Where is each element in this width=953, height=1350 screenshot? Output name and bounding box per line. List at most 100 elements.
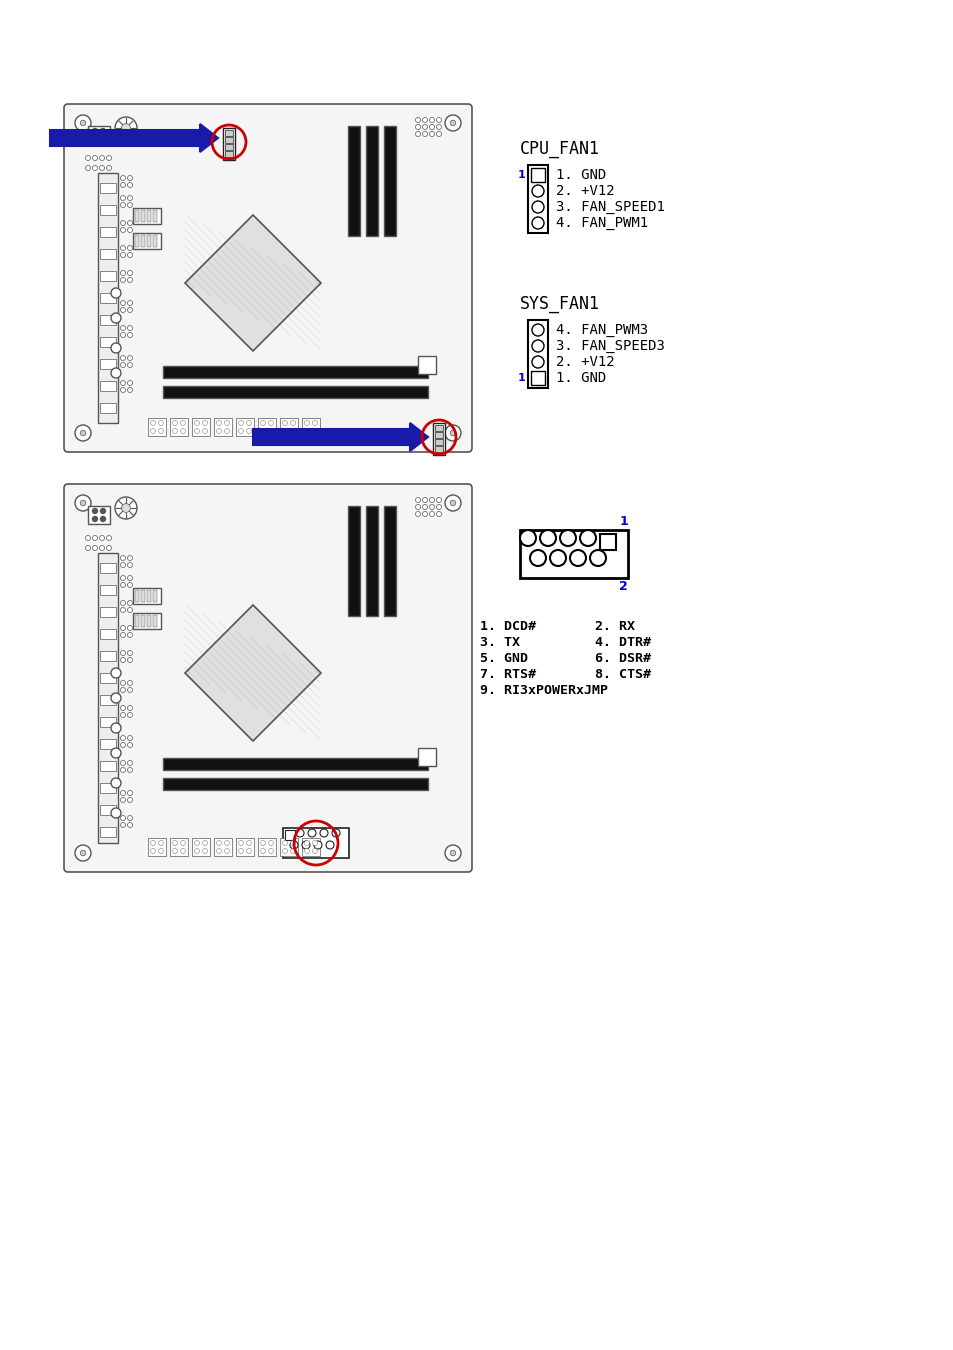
Circle shape (436, 512, 441, 517)
Bar (302, 418, 319, 436)
Circle shape (308, 829, 315, 837)
Bar (100, 651, 116, 661)
Bar (225, 151, 233, 157)
Circle shape (429, 124, 434, 130)
Circle shape (120, 608, 126, 613)
Circle shape (422, 131, 427, 136)
Circle shape (422, 512, 427, 517)
Bar (135, 590, 139, 602)
Circle shape (120, 363, 126, 367)
Circle shape (450, 120, 456, 126)
Bar (141, 590, 145, 602)
Circle shape (416, 117, 420, 123)
Circle shape (120, 657, 126, 663)
Circle shape (128, 202, 132, 208)
Circle shape (120, 381, 126, 386)
Circle shape (128, 743, 132, 748)
Circle shape (128, 815, 132, 821)
Bar (100, 184, 116, 193)
Bar (435, 432, 442, 437)
Bar (152, 211, 157, 221)
Circle shape (291, 428, 295, 433)
Circle shape (128, 713, 132, 717)
Circle shape (194, 841, 199, 845)
Circle shape (111, 343, 121, 352)
Polygon shape (50, 124, 218, 153)
Text: 2: 2 (618, 580, 627, 593)
Circle shape (120, 332, 126, 338)
Circle shape (120, 220, 126, 225)
Circle shape (416, 505, 420, 509)
Circle shape (532, 185, 543, 197)
Circle shape (246, 428, 252, 433)
Circle shape (128, 270, 132, 275)
Circle shape (80, 501, 86, 506)
Circle shape (115, 117, 137, 139)
Bar (100, 227, 116, 238)
Circle shape (120, 202, 126, 208)
Circle shape (128, 736, 132, 741)
Bar (100, 563, 116, 572)
Circle shape (99, 545, 105, 551)
Bar (531, 167, 544, 182)
Circle shape (120, 680, 126, 686)
Bar (213, 838, 232, 856)
Circle shape (120, 815, 126, 821)
Circle shape (202, 841, 208, 845)
Bar (225, 130, 233, 136)
Bar (98, 554, 118, 842)
Circle shape (111, 724, 121, 733)
Circle shape (120, 270, 126, 275)
Circle shape (92, 545, 97, 551)
Bar (257, 838, 275, 856)
Circle shape (120, 308, 126, 312)
Circle shape (422, 124, 427, 130)
Circle shape (429, 131, 434, 136)
Circle shape (216, 841, 221, 845)
Bar (527, 320, 547, 387)
Bar (88, 506, 110, 524)
Circle shape (532, 324, 543, 336)
Bar (100, 359, 116, 369)
Bar (235, 838, 253, 856)
Bar (147, 235, 151, 247)
Circle shape (120, 601, 126, 606)
Circle shape (216, 428, 221, 433)
Circle shape (128, 332, 132, 338)
Bar (132, 613, 161, 629)
Circle shape (107, 545, 112, 551)
Circle shape (128, 608, 132, 613)
Circle shape (120, 252, 126, 258)
Circle shape (99, 155, 105, 161)
Bar (366, 506, 377, 616)
Circle shape (550, 549, 565, 566)
Circle shape (120, 706, 126, 710)
Circle shape (422, 117, 427, 123)
Bar (280, 418, 297, 436)
Bar (141, 211, 145, 221)
Bar (135, 235, 139, 247)
Text: 4. DTR#: 4. DTR# (595, 636, 650, 649)
Circle shape (128, 601, 132, 606)
Circle shape (436, 498, 441, 502)
Circle shape (319, 829, 328, 837)
Circle shape (111, 809, 121, 818)
Circle shape (128, 680, 132, 686)
Bar (435, 446, 442, 452)
Bar (100, 271, 116, 281)
Bar (100, 783, 116, 792)
Circle shape (111, 369, 121, 378)
Circle shape (128, 822, 132, 828)
Circle shape (304, 420, 309, 425)
Circle shape (128, 252, 132, 258)
Circle shape (180, 849, 185, 853)
Circle shape (302, 841, 310, 849)
Circle shape (107, 155, 112, 161)
Circle shape (268, 849, 274, 853)
Circle shape (120, 387, 126, 393)
Circle shape (100, 517, 106, 521)
Circle shape (120, 228, 126, 232)
Circle shape (120, 563, 126, 567)
Circle shape (216, 420, 221, 425)
Circle shape (111, 668, 121, 678)
